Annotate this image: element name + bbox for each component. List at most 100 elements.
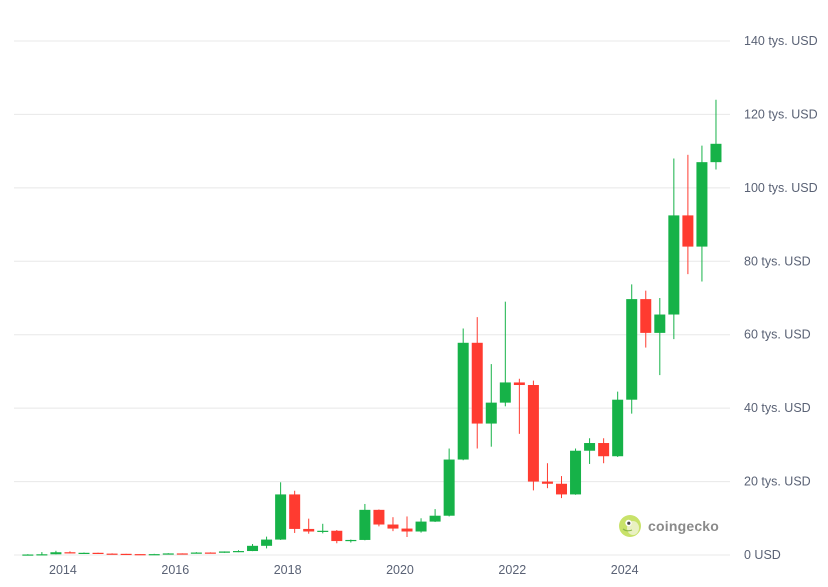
- candle-body-28: [415, 521, 427, 532]
- candle-body-18: [275, 494, 287, 540]
- candle-15: [232, 550, 244, 553]
- candle-body-19: [289, 494, 301, 529]
- candle-body-9: [148, 554, 160, 556]
- candle-28: [415, 518, 427, 533]
- x-tick-label-1: 2016: [161, 563, 189, 577]
- candle-41: [598, 438, 610, 464]
- candle-body-20: [303, 528, 315, 532]
- candle-40: [584, 438, 596, 464]
- candle-body-22: [331, 530, 343, 542]
- candle-body-5: [92, 552, 104, 554]
- y-tick-label-0: 0 USD: [744, 548, 781, 562]
- candle-body-27: [401, 528, 413, 532]
- candle-19: [289, 490, 301, 533]
- candle-36: [527, 380, 539, 491]
- x-tick-label-5: 2024: [611, 563, 639, 577]
- candle-body-39: [570, 450, 582, 495]
- candle-23: [345, 539, 357, 543]
- x-tick-label-4: 2022: [498, 563, 526, 577]
- candle-body-48: [696, 162, 708, 247]
- candle-body-14: [218, 551, 230, 553]
- candle-44: [640, 290, 652, 348]
- candle-body-35: [513, 382, 525, 386]
- candle-2: [50, 550, 62, 555]
- candle-body-41: [598, 443, 610, 457]
- candle-body-4: [78, 552, 90, 554]
- y-tick-label-3: 60 tys. USD: [744, 328, 811, 342]
- candle-48: [696, 145, 708, 282]
- candle-25: [373, 509, 385, 527]
- candle-38: [555, 476, 567, 499]
- candle-16: [247, 543, 259, 552]
- candle-body-24: [359, 509, 371, 540]
- candle-14: [218, 551, 230, 553]
- candle-1: [36, 552, 48, 556]
- candle-body-21: [317, 530, 329, 532]
- candle-body-47: [682, 215, 694, 247]
- candle-24: [359, 503, 371, 541]
- candle-27: [401, 516, 413, 538]
- candle-body-46: [668, 215, 680, 315]
- y-tick-label-2: 40 tys. USD: [744, 401, 811, 415]
- candle-5: [92, 552, 104, 554]
- candle-30: [443, 448, 455, 517]
- candle-body-30: [443, 459, 455, 516]
- candle-body-31: [457, 342, 469, 460]
- candle-body-43: [626, 299, 638, 400]
- candle-34: [499, 301, 511, 407]
- candle-6: [106, 553, 118, 555]
- candle-17: [261, 536, 273, 549]
- candle-31: [457, 328, 469, 461]
- candle-8: [134, 554, 146, 556]
- candle-body-34: [499, 382, 511, 403]
- candle-body-26: [387, 524, 399, 529]
- y-tick-label-7: 140 tys. USD: [744, 34, 818, 48]
- x-tick-label-0: 2014: [49, 563, 77, 577]
- candle-body-13: [204, 552, 216, 554]
- candle-body-49: [710, 143, 722, 163]
- candle-body-6: [106, 553, 118, 555]
- candle-body-44: [640, 299, 652, 333]
- candle-body-40: [584, 443, 596, 451]
- candle-body-42: [612, 399, 624, 457]
- candle-42: [612, 391, 624, 457]
- candle-body-1: [36, 554, 48, 556]
- candlesticks: [22, 99, 722, 556]
- gridlines: [14, 40, 730, 556]
- gecko-logo-icon: [619, 515, 641, 537]
- candle-body-16: [247, 545, 259, 552]
- candle-body-37: [541, 481, 553, 484]
- coingecko-brand[interactable]: coingecko: [618, 514, 719, 538]
- x-tick-label-2: 2018: [274, 563, 302, 577]
- candle-33: [485, 364, 497, 447]
- candle-body-45: [654, 314, 666, 333]
- candle-9: [148, 553, 160, 556]
- y-tick-label-6: 120 tys. USD: [744, 107, 818, 121]
- candle-body-36: [527, 385, 539, 482]
- candle-18: [275, 482, 287, 540]
- candle-7: [120, 553, 132, 556]
- candle-39: [570, 448, 582, 495]
- candle-body-7: [120, 553, 132, 556]
- candle-0: [22, 554, 34, 556]
- candle-26: [387, 517, 399, 532]
- candle-body-0: [22, 554, 34, 556]
- candle-47: [682, 154, 694, 275]
- candle-20: [303, 518, 315, 534]
- y-axis-labels: 0 USD 20 tys. USD 40 tys. USD 60 tys. USD 80…: [744, 34, 818, 562]
- candle-29: [429, 509, 441, 522]
- candle-body-3: [64, 552, 76, 554]
- x-tick-label-3: 2020: [386, 563, 414, 577]
- candle-49: [710, 99, 722, 170]
- candle-body-11: [176, 553, 188, 555]
- candle-10: [162, 553, 174, 555]
- candle-body-25: [373, 509, 385, 525]
- candle-45: [654, 298, 666, 376]
- candle-body-10: [162, 553, 174, 555]
- candle-body-38: [555, 483, 567, 495]
- candle-body-17: [261, 539, 273, 546]
- candle-body-32: [471, 342, 483, 424]
- candle-43: [626, 284, 638, 414]
- candle-46: [668, 158, 680, 340]
- y-tick-label-4: 80 tys. USD: [744, 254, 811, 268]
